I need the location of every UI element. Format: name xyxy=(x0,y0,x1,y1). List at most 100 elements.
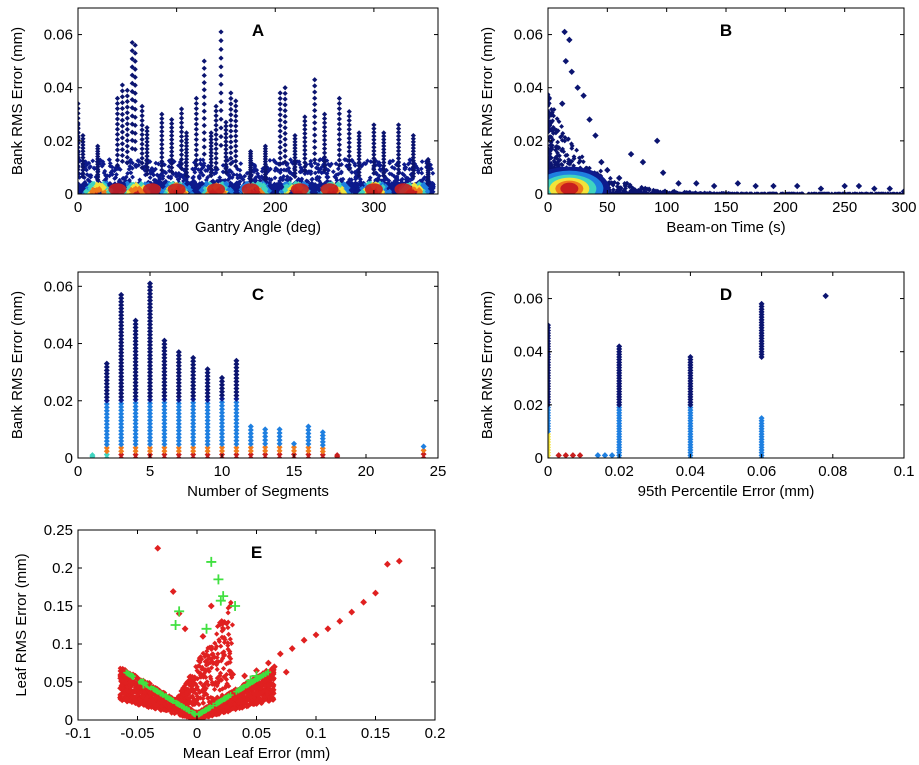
data-point xyxy=(562,452,569,458)
data-point xyxy=(312,83,318,89)
data-point xyxy=(103,394,110,401)
outlier-point xyxy=(616,174,623,182)
data-point xyxy=(395,133,402,139)
data-point xyxy=(111,168,117,174)
data-point xyxy=(346,122,352,128)
data-point xyxy=(161,427,168,434)
data-point xyxy=(103,387,110,394)
data-point xyxy=(548,123,552,129)
data-point xyxy=(175,379,182,386)
data-point xyxy=(262,444,269,451)
data-point xyxy=(124,149,130,155)
data-point xyxy=(346,148,352,155)
data-point xyxy=(569,452,577,458)
data-point xyxy=(296,159,302,165)
data-point xyxy=(204,441,211,448)
data-point xyxy=(292,132,298,139)
data-point xyxy=(826,191,832,194)
data-point xyxy=(277,170,283,176)
data-point xyxy=(553,147,559,153)
data-point xyxy=(548,101,552,106)
data-point xyxy=(161,385,168,392)
data-point xyxy=(132,130,138,136)
data-point xyxy=(555,139,561,145)
data-point xyxy=(191,167,197,173)
data-point xyxy=(147,311,153,318)
panel-label: C xyxy=(252,285,264,304)
data-point xyxy=(343,157,349,163)
data-point xyxy=(219,423,225,430)
data-point xyxy=(78,105,81,112)
data-point xyxy=(233,388,240,395)
data-point xyxy=(197,157,203,163)
y-tick-label: 0 xyxy=(535,186,543,203)
data-point xyxy=(837,191,843,194)
data-point xyxy=(175,434,182,441)
data-point xyxy=(147,386,153,393)
data-point xyxy=(296,176,302,182)
data-point xyxy=(282,108,288,114)
data-point xyxy=(548,127,551,133)
data-point xyxy=(119,135,125,141)
data-point xyxy=(129,39,135,46)
density-point xyxy=(308,182,315,189)
density-peak xyxy=(394,183,413,194)
data-point xyxy=(119,158,125,164)
data-point xyxy=(393,162,399,168)
data-point xyxy=(90,158,96,164)
data-point xyxy=(132,427,139,434)
data-point xyxy=(282,119,288,125)
data-point xyxy=(276,440,283,447)
data-point xyxy=(114,116,121,122)
data-point xyxy=(149,165,155,171)
x-tick-label: 250 xyxy=(832,199,857,216)
density-point xyxy=(78,181,82,188)
data-point xyxy=(204,444,211,451)
data-point xyxy=(302,155,308,162)
data-point xyxy=(128,157,134,163)
data-point xyxy=(326,162,331,167)
density-point xyxy=(269,190,276,194)
data-point xyxy=(381,166,387,172)
data-point xyxy=(218,134,224,140)
data-point xyxy=(214,166,220,172)
data-point xyxy=(161,441,168,448)
data-point xyxy=(262,429,269,436)
data-point xyxy=(330,169,336,175)
data-point xyxy=(276,451,283,458)
data-point xyxy=(384,176,390,182)
data-point xyxy=(395,137,402,143)
data-point xyxy=(314,175,320,180)
x-tick-label: 20 xyxy=(358,463,375,480)
data-point xyxy=(554,160,560,166)
data-point xyxy=(321,167,328,173)
data-point xyxy=(132,106,138,112)
density-point xyxy=(391,189,398,194)
data-point xyxy=(410,161,416,167)
data-point xyxy=(278,175,283,181)
data-point xyxy=(262,447,269,454)
data-point xyxy=(429,166,434,172)
data-point xyxy=(260,176,266,181)
data-point xyxy=(418,166,424,172)
data-point xyxy=(204,410,211,417)
data-point xyxy=(291,447,297,454)
data-point xyxy=(178,133,185,140)
data-point xyxy=(132,379,139,386)
data-point xyxy=(773,191,779,194)
data-point xyxy=(132,334,139,341)
data-point xyxy=(377,167,383,172)
data-point xyxy=(569,143,575,149)
data-point xyxy=(190,430,197,437)
data-point xyxy=(297,169,303,175)
data-point xyxy=(208,156,214,162)
plot-area-B xyxy=(548,28,904,194)
data-point xyxy=(233,430,240,437)
density-point xyxy=(223,180,230,187)
data-point xyxy=(169,137,175,143)
y-tick-label: 0.02 xyxy=(514,133,543,150)
data-point xyxy=(302,126,308,132)
data-point xyxy=(118,390,125,397)
data-point xyxy=(127,177,132,183)
